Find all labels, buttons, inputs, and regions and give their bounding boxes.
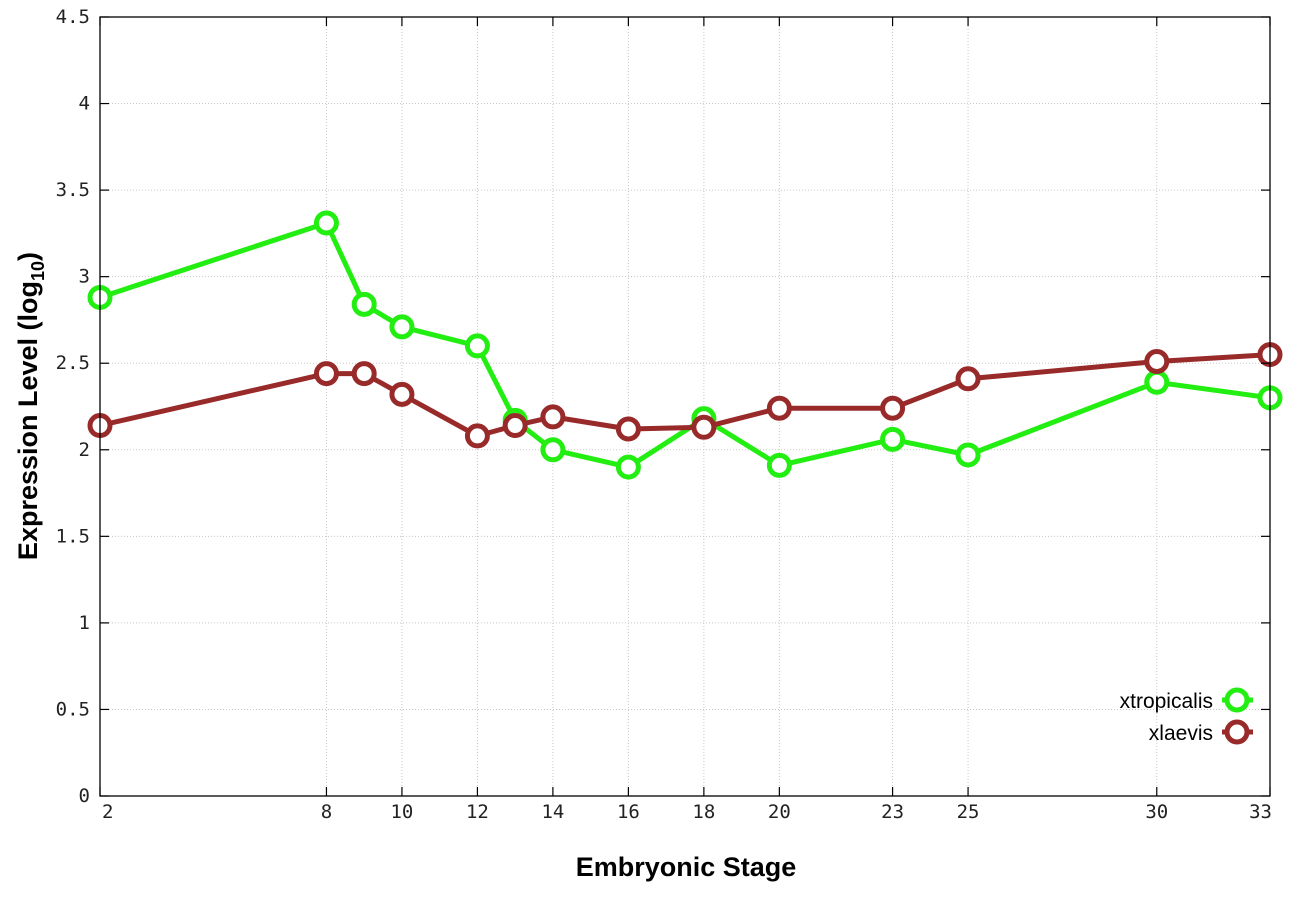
data-point bbox=[766, 395, 792, 421]
y-tick-label: 2 bbox=[79, 439, 90, 461]
y-axis-title-close: ) bbox=[13, 252, 43, 261]
x-tick-label: 25 bbox=[957, 801, 980, 823]
legend-label: xtropicalis bbox=[1120, 690, 1213, 713]
y-tick-label: 3 bbox=[79, 266, 90, 288]
data-point bbox=[351, 291, 377, 317]
legend: xtropicalis xlaevis bbox=[1120, 687, 1253, 745]
plot-frame bbox=[99, 16, 1271, 797]
series-xtropicalis bbox=[87, 210, 1283, 480]
legend-item-xtropicalis: xtropicalis bbox=[1120, 687, 1253, 713]
y-axis-title-main: Expression Level (log bbox=[13, 281, 43, 560]
data-point bbox=[389, 381, 415, 407]
data-point bbox=[955, 442, 981, 468]
legend-item-xlaevis: xlaevis bbox=[1149, 719, 1253, 745]
data-point bbox=[1144, 348, 1170, 374]
data-point bbox=[464, 333, 490, 359]
x-tick-label: 30 bbox=[1145, 801, 1168, 823]
x-tick-label: 33 bbox=[1249, 801, 1272, 823]
data-point bbox=[766, 452, 792, 478]
data-point bbox=[540, 404, 566, 430]
data-point bbox=[1144, 369, 1170, 395]
legend-marker bbox=[1224, 719, 1250, 745]
series-line bbox=[97, 220, 1273, 470]
y-tick-label: 0 bbox=[79, 785, 90, 807]
data-point bbox=[880, 395, 906, 421]
gridlines bbox=[100, 17, 1270, 796]
data-point bbox=[351, 361, 377, 387]
x-tick-label: 20 bbox=[768, 801, 791, 823]
x-tick-label: 8 bbox=[321, 801, 332, 823]
x-tick-label: 12 bbox=[466, 801, 489, 823]
data-point bbox=[313, 210, 339, 236]
ticks: 0 0.5 1 1.5 2 2.5 3 3.5 4 4.5 2 8 10 12 14 16 18 20 23 25 30… bbox=[56, 6, 1272, 823]
data-point bbox=[615, 416, 641, 442]
x-tick-label: 18 bbox=[692, 801, 715, 823]
y-tick-label: 0.5 bbox=[56, 698, 90, 720]
data-point bbox=[464, 423, 490, 449]
y-tick-label: 4 bbox=[79, 93, 90, 115]
data-point bbox=[502, 413, 528, 439]
x-tick-label: 16 bbox=[617, 801, 640, 823]
legend-label: xlaevis bbox=[1149, 722, 1213, 745]
series-layer bbox=[87, 210, 1283, 480]
axis-titles: Embryonic Stage Expression Level (log10) bbox=[13, 252, 796, 882]
data-point bbox=[880, 426, 906, 452]
x-tick-label: 14 bbox=[541, 801, 564, 823]
y-tick-label: 4.5 bbox=[56, 6, 90, 28]
x-axis-title: Embryonic Stage bbox=[576, 852, 797, 882]
y-tick-label: 2.5 bbox=[56, 352, 90, 374]
data-point bbox=[313, 361, 339, 387]
data-point bbox=[540, 437, 566, 463]
data-point bbox=[691, 414, 717, 440]
y-tick-label: 1 bbox=[79, 612, 90, 634]
y-axis-title: Expression Level (log10) bbox=[13, 252, 48, 560]
series-line bbox=[97, 352, 1273, 439]
y-tick-label: 3.5 bbox=[56, 179, 90, 201]
data-point bbox=[955, 366, 981, 392]
data-point bbox=[389, 314, 415, 340]
x-tick-label: 10 bbox=[390, 801, 413, 823]
y-tick-label: 1.5 bbox=[56, 525, 90, 547]
x-tick-label: 23 bbox=[881, 801, 904, 823]
legend-marker bbox=[1224, 687, 1250, 713]
data-point bbox=[615, 454, 641, 480]
y-axis-title-subscript: 10 bbox=[28, 261, 48, 281]
x-tick-label: 2 bbox=[102, 801, 113, 823]
